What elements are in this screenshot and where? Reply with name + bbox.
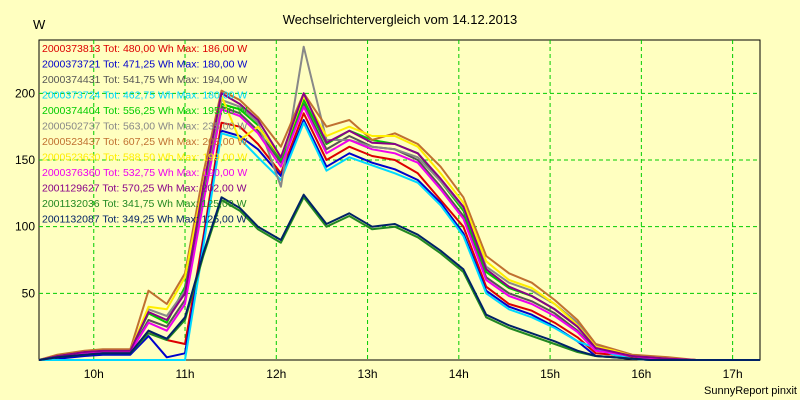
series-lines: [38, 45, 760, 361]
series-line: [38, 89, 760, 361]
legend-entry: 2000523630 Tot: 588,50 Wh Max: 199,00 W: [42, 152, 247, 164]
x-tick-label: 12h: [266, 367, 286, 381]
y-tick-label: 50: [22, 286, 36, 300]
legend-entry: 2000502737 Tot: 563,00 Wh Max: 235,00 W: [42, 121, 247, 133]
y-axis-unit: W: [33, 17, 46, 32]
x-tick-label: 13h: [358, 367, 378, 381]
legend-entry: 2000374404 Tot: 556,25 Wh Max: 195,00 W: [42, 105, 247, 117]
legend-entry: 2001132087 Tot: 349,25 Wh Max: 125,00 W: [42, 214, 247, 226]
series-line: [38, 92, 760, 361]
x-tick-label: 17h: [723, 367, 743, 381]
legend-entry: 2000373724 Tot: 462,75 Wh Max: 180,00 W: [42, 90, 247, 102]
y-axis: 50 100 150 200: [15, 86, 35, 300]
x-axis: 10h 11h 12h 13h 14h 15h 16h 17h: [84, 367, 743, 381]
x-tick-label: 16h: [631, 367, 651, 381]
x-tick-label: 11h: [175, 367, 194, 381]
x-tick-label: 10h: [84, 367, 104, 381]
plot-area: [38, 39, 761, 361]
x-tick-label: 15h: [540, 367, 560, 381]
y-tick-label: 150: [15, 153, 35, 167]
legend-entry: 2001129627 Tot: 570,25 Wh Max: 202,00 W: [42, 183, 247, 195]
legend-entry: 2000374431 Tot: 541,75 Wh Max: 194,00 W: [42, 74, 247, 86]
credit-text: SunnyReport pinxit: [704, 385, 797, 397]
legend-entry: 2000523437 Tot: 607,25 Wh Max: 203,00 W: [42, 136, 247, 148]
series-line: [39, 121, 760, 361]
x-tick-label: 14h: [449, 367, 469, 381]
legend-entry: 2001132036 Tot: 341,75 Wh Max: 125,00 W: [42, 198, 247, 210]
series-line: [38, 193, 760, 361]
y-tick-label: 100: [15, 220, 35, 234]
legend-entry: 2000376360 Tot: 532,75 Wh Max: 190,00 W: [42, 167, 247, 179]
chart-title: Wechselrichtervergleich vom 14.12.2013: [283, 12, 518, 27]
legend: 2000373813 Tot: 480,00 Wh Max: 186,00 W 2…: [42, 43, 247, 226]
legend-entry: 2000373813 Tot: 480,00 Wh Max: 186,00 W: [42, 43, 247, 55]
y-tick-label: 200: [15, 86, 35, 100]
legend-entry: 2000373721 Tot: 471,25 Wh Max: 180,00 W: [42, 59, 247, 71]
